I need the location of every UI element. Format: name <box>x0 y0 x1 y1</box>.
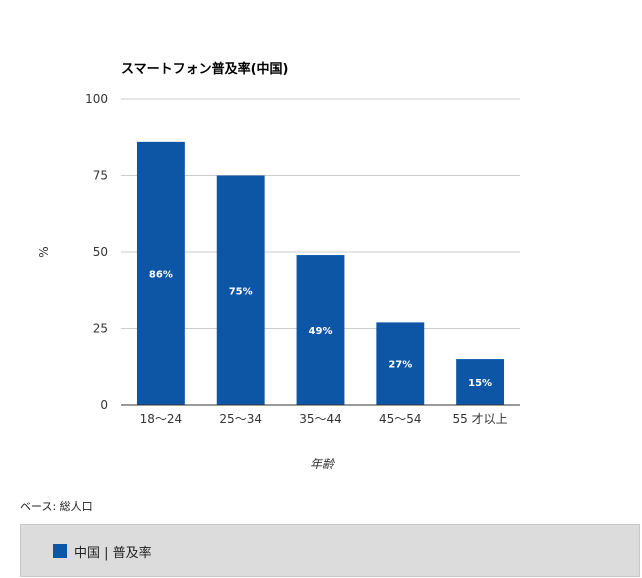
x-tick-label: 35〜44 <box>299 412 342 426</box>
bar <box>296 255 345 405</box>
y-tick-label: 25 <box>93 322 108 336</box>
bar <box>136 141 185 405</box>
legend-swatch <box>53 544 67 558</box>
legend: 中国 | 普及率 <box>20 524 640 577</box>
chart-title: スマートフォン普及率(中国) <box>121 61 289 77</box>
bar-value-label: 15% <box>468 378 492 389</box>
x-tick-label: 25〜34 <box>219 412 262 426</box>
y-tick-label: 75 <box>93 169 108 183</box>
y-axis-ticks: 0 25 50 75 100 <box>85 92 108 412</box>
bar <box>216 175 265 405</box>
x-tick-label: 18〜24 <box>140 412 183 426</box>
y-tick-label: 0 <box>100 398 108 412</box>
bar-value-label: 27% <box>388 360 412 371</box>
x-axis-label: 年齢 <box>310 457 336 471</box>
bar-value-label: 86% <box>149 269 173 280</box>
legend-label: 中国 | 普及率 <box>74 546 152 561</box>
y-axis-label: % <box>37 246 51 257</box>
x-axis-ticks: 18〜24 25〜34 35〜44 45〜54 55 才以上 <box>140 412 508 426</box>
chart: スマートフォン普及率(中国) 0 25 50 75 100 86% 75% 49% 27% 15… <box>37 61 520 471</box>
y-tick-label: 100 <box>85 92 108 106</box>
bar-value-label: 49% <box>309 326 333 337</box>
bar <box>376 322 425 405</box>
x-tick-label: 55 才以上 <box>453 412 508 426</box>
bars: 86% 75% 49% 27% 15% <box>136 141 505 405</box>
bar-value-label: 75% <box>229 286 253 297</box>
x-tick-label: 45〜54 <box>379 412 422 426</box>
bar <box>456 359 505 405</box>
base-footnote: ベース: 総人口 <box>20 500 93 513</box>
y-tick-label: 50 <box>93 245 108 259</box>
